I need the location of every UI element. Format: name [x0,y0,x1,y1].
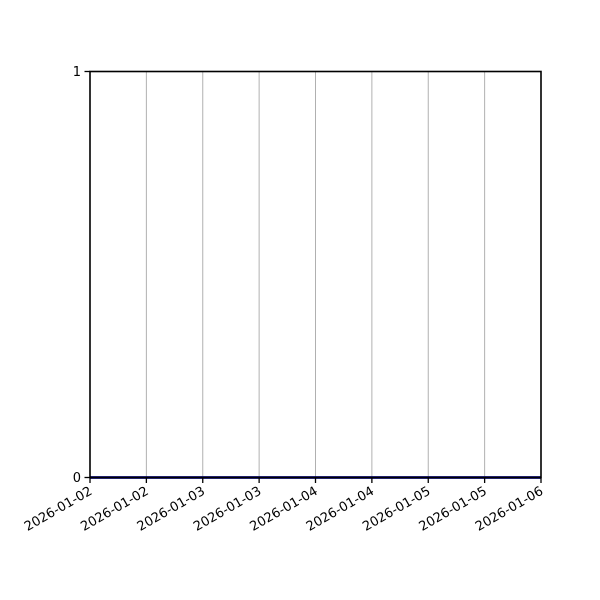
tick-labels-group: 2026-01-022026-01-022026-01-032026-01-03… [22,65,546,535]
axes-group [84,70,542,483]
y-tick-label: 0 [73,471,81,486]
gridlines-group [89,71,542,478]
y-tick-label: 1 [73,65,81,80]
